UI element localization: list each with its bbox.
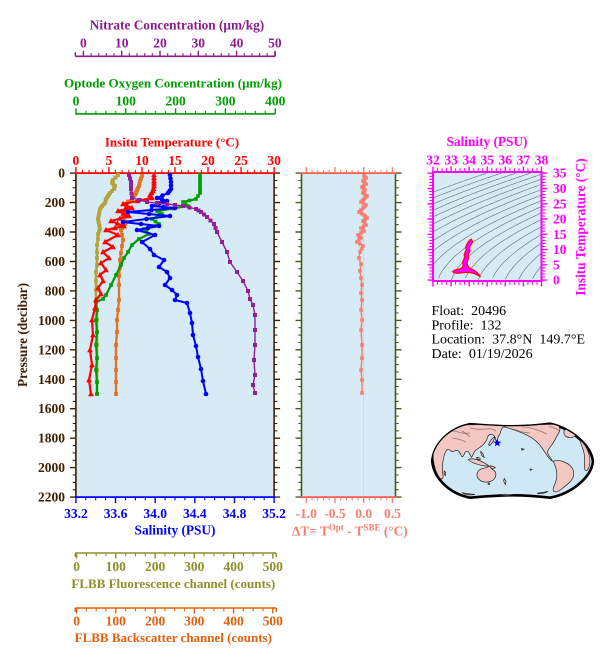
svg-text:35.2: 35.2	[262, 506, 286, 521]
svg-text:FLBB Fluorescence channel (cou: FLBB Fluorescence channel (counts)	[71, 576, 275, 591]
svg-text:33.6: 33.6	[104, 506, 128, 521]
svg-text:100: 100	[116, 93, 137, 108]
svg-text:0.0: 0.0	[355, 506, 372, 521]
svg-text:15: 15	[168, 153, 182, 168]
svg-text:ΔT= TOpt - TSBE (°C): ΔT= TOpt - TSBE (°C)	[292, 523, 408, 539]
svg-text:0: 0	[80, 36, 87, 51]
svg-text:Location: 37.8°N 149.7°E: Location: 37.8°N 149.7°E	[432, 333, 586, 348]
svg-text:Profile: 132: Profile: 132	[432, 318, 502, 333]
svg-text:300: 300	[184, 613, 205, 628]
svg-text:34.4: 34.4	[183, 506, 207, 521]
svg-text:1200: 1200	[38, 342, 65, 357]
svg-text:10: 10	[553, 242, 567, 257]
svg-text:25: 25	[553, 196, 567, 211]
svg-text:20: 20	[553, 212, 567, 227]
svg-text:30: 30	[267, 153, 281, 168]
svg-text:0: 0	[58, 166, 65, 181]
svg-text:30: 30	[553, 181, 567, 196]
svg-text:50: 50	[268, 36, 282, 51]
svg-text:500: 500	[263, 559, 284, 574]
svg-text:1400: 1400	[38, 372, 65, 387]
svg-text:0.5: 0.5	[384, 506, 401, 521]
svg-text:400: 400	[45, 225, 66, 240]
svg-text:10: 10	[135, 153, 149, 168]
svg-text:35: 35	[480, 153, 494, 168]
svg-text:300: 300	[184, 559, 205, 574]
svg-text:2000: 2000	[38, 460, 65, 475]
svg-text:1800: 1800	[38, 431, 65, 446]
svg-text:34.0: 34.0	[143, 506, 167, 521]
svg-text:Optode Oxygen Concentration (μ: Optode Oxygen Concentration (μm/kg)	[64, 76, 282, 91]
svg-text:Salinity (PSU): Salinity (PSU)	[447, 134, 528, 149]
svg-text:34.8: 34.8	[223, 506, 247, 521]
svg-text:30: 30	[192, 36, 206, 51]
svg-text:33: 33	[444, 153, 458, 168]
svg-text:40: 40	[230, 36, 244, 51]
svg-text:200: 200	[145, 613, 166, 628]
svg-text:32: 32	[426, 153, 440, 168]
svg-text:100: 100	[106, 613, 127, 628]
svg-text:15: 15	[553, 227, 567, 242]
svg-text:300: 300	[215, 93, 236, 108]
svg-text:Float: 20496: Float: 20496	[432, 304, 507, 319]
svg-text:34: 34	[462, 153, 476, 168]
svg-text:Date: 01/19/2026: Date: 01/19/2026	[432, 347, 533, 362]
svg-text:10: 10	[115, 36, 129, 51]
svg-text:0: 0	[73, 153, 80, 168]
svg-text:2200: 2200	[38, 490, 65, 505]
svg-text:FLBB Backscatter channel (coun: FLBB Backscatter channel (counts)	[75, 630, 272, 645]
svg-text:400: 400	[223, 559, 244, 574]
svg-text:Insitu Temperature (°C): Insitu Temperature (°C)	[105, 135, 239, 150]
svg-text:38: 38	[535, 153, 549, 168]
svg-text:20: 20	[153, 36, 167, 51]
svg-text:33.2: 33.2	[64, 506, 88, 521]
svg-text:5: 5	[106, 153, 113, 168]
svg-text:0: 0	[553, 273, 560, 288]
svg-text:Insitu Temperature (°C): Insitu Temperature (°C)	[573, 158, 588, 295]
svg-text:36: 36	[499, 153, 513, 168]
svg-text:200: 200	[145, 559, 166, 574]
svg-text:400: 400	[223, 613, 244, 628]
svg-text:1000: 1000	[38, 313, 65, 328]
svg-text:Nitrate Concentration (μm/kg): Nitrate Concentration (μm/kg)	[90, 18, 264, 33]
svg-text:37: 37	[517, 153, 531, 168]
svg-text:Pressure (decibar): Pressure (decibar)	[15, 283, 30, 387]
svg-text:400: 400	[265, 93, 286, 108]
svg-text:200: 200	[165, 93, 186, 108]
svg-text:35: 35	[553, 166, 567, 181]
svg-text:800: 800	[45, 283, 66, 298]
svg-text:200: 200	[45, 195, 66, 210]
svg-text:600: 600	[45, 254, 66, 269]
svg-text:100: 100	[106, 559, 127, 574]
svg-text:0: 0	[73, 93, 80, 108]
svg-text:500: 500	[263, 613, 284, 628]
svg-text:5: 5	[553, 257, 560, 272]
svg-text:20: 20	[201, 153, 215, 168]
svg-text:Salinity (PSU): Salinity (PSU)	[135, 523, 216, 538]
svg-text:0: 0	[73, 559, 80, 574]
svg-text:-0.5: -0.5	[324, 506, 346, 521]
svg-text:25: 25	[234, 153, 248, 168]
svg-text:-1.0: -1.0	[296, 506, 318, 521]
svg-text:0: 0	[73, 613, 80, 628]
svg-text:1600: 1600	[38, 401, 65, 416]
